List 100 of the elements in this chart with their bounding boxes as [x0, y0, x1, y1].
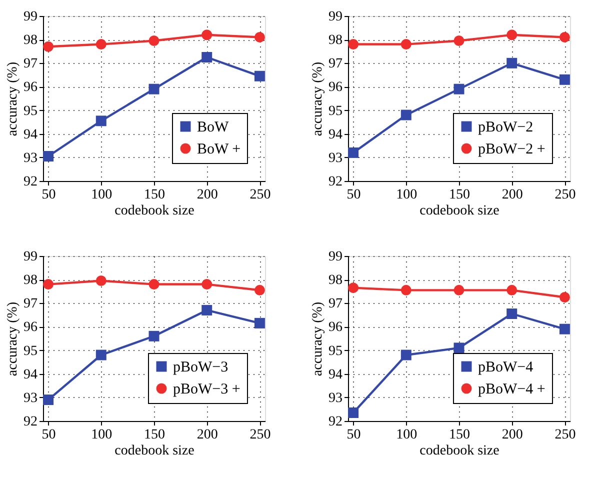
point [254, 32, 265, 42]
x-axis-title: codebook size [114, 444, 194, 458]
point [348, 282, 359, 294]
point [254, 70, 265, 82]
point [148, 279, 160, 290]
x-axis-title: codebook size [420, 204, 500, 218]
x-axis-title: codebook size [420, 444, 500, 458]
y-tick-label: 99 [24, 10, 38, 24]
point [454, 342, 464, 354]
point [506, 30, 518, 40]
legend-label: pBoW−4 [478, 360, 534, 376]
y-tick-label: 97 [328, 56, 342, 72]
point [202, 304, 212, 316]
point [148, 330, 160, 342]
point [96, 39, 106, 50]
y-tick-label: 96 [24, 320, 38, 336]
y-axis-title: accuracy (%) [6, 302, 20, 376]
point [43, 41, 54, 52]
y-tick-label: 96 [328, 320, 342, 336]
y-tick-label: 98 [24, 273, 38, 288]
point [348, 39, 359, 50]
legend-label: pBoW−2 + [478, 142, 546, 158]
y-axis-title: accuracy (%) [310, 302, 326, 376]
point [202, 30, 212, 40]
x-tick-label: 200 [502, 188, 523, 202]
x-tick-label: 50 [42, 428, 56, 442]
x-tick-label: 50 [346, 428, 361, 442]
y-tick-label: 98 [328, 273, 342, 288]
legend-label: BoW + [197, 142, 241, 158]
y-tick-label: 94 [328, 127, 342, 142]
y-tick-label: 97 [24, 56, 38, 72]
y-tick-label: 94 [328, 367, 342, 382]
x-tick-label: 100 [396, 188, 418, 202]
x-tick-label: 150 [144, 188, 165, 202]
y-tick-label: 98 [328, 33, 342, 48]
x-axis-title: codebook size [114, 204, 194, 218]
point [348, 408, 359, 418]
y-tick-label: 95 [24, 344, 38, 359]
point [400, 110, 412, 120]
point [96, 116, 106, 126]
x-tick-label: 100 [91, 428, 112, 442]
y-tick-label: 94 [24, 367, 38, 382]
point [559, 324, 570, 334]
y-tick-label: 95 [328, 344, 342, 359]
point [43, 394, 54, 406]
y-tick-label: 97 [328, 296, 342, 312]
legend-label: pBoW−3 + [173, 382, 240, 398]
x-tick-label: 100 [91, 188, 112, 202]
y-tick-label: 95 [328, 104, 342, 119]
point [348, 147, 359, 158]
legend-label: pBoW−4 + [478, 382, 546, 398]
y-tick-label: 93 [328, 150, 342, 166]
y-tick-label: 92 [24, 414, 38, 430]
point [148, 84, 160, 94]
x-tick-label: 150 [449, 428, 470, 442]
x-tick-label: 250 [554, 428, 576, 442]
point [43, 279, 54, 290]
x-tick-label: 250 [554, 188, 576, 202]
y-tick-label: 96 [24, 80, 38, 96]
point [400, 350, 412, 360]
x-tick-label: 50 [42, 188, 56, 202]
point [254, 318, 265, 328]
x-tick-label: 200 [196, 188, 218, 202]
x-tick-label: 150 [449, 188, 470, 202]
y-tick-label: 99 [328, 250, 342, 264]
y-tick-label: 92 [24, 174, 38, 190]
x-tick-label: 100 [396, 428, 418, 442]
x-tick-label: 200 [196, 428, 218, 442]
x-tick-label: 200 [502, 428, 523, 442]
point [400, 284, 412, 296]
legend-label: BoW [197, 120, 230, 136]
point [202, 279, 212, 290]
y-tick-label: 98 [24, 33, 38, 48]
point [43, 151, 54, 162]
point [506, 284, 518, 296]
y-tick-label: 93 [24, 150, 38, 166]
point [148, 36, 160, 46]
point [506, 58, 518, 68]
point [559, 32, 570, 42]
point [559, 74, 570, 85]
point [96, 276, 106, 286]
y-tick-label: 99 [24, 250, 38, 264]
point [454, 84, 464, 94]
legend-label: pBoW−3 [173, 360, 228, 376]
point [506, 308, 518, 319]
y-axis-title: accuracy (%) [310, 62, 326, 136]
point [559, 292, 570, 302]
point [202, 52, 212, 62]
y-tick-label: 96 [328, 80, 342, 96]
y-tick-label: 94 [24, 127, 38, 142]
y-tick-label: 92 [328, 174, 342, 190]
point [454, 284, 464, 296]
legend-label: pBoW−2 [478, 120, 534, 136]
y-tick-label: 97 [24, 296, 38, 312]
y-tick-label: 95 [24, 104, 38, 119]
x-tick-label: 250 [250, 188, 271, 202]
y-axis-title: accuracy (%) [6, 62, 20, 136]
y-tick-label: 92 [328, 414, 342, 430]
x-tick-label: 150 [144, 428, 165, 442]
point [254, 284, 265, 296]
